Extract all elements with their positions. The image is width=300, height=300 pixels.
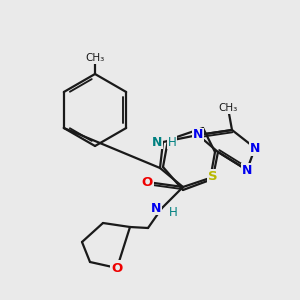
- Text: H: H: [168, 136, 177, 148]
- Text: O: O: [141, 176, 153, 188]
- Text: N: N: [151, 202, 161, 214]
- Text: O: O: [111, 262, 123, 275]
- Text: S: S: [208, 170, 218, 184]
- Text: N: N: [242, 164, 252, 176]
- Text: N: N: [193, 128, 203, 142]
- Text: H: H: [169, 206, 178, 218]
- Text: CH₃: CH₃: [218, 103, 238, 113]
- Text: CH₃: CH₃: [85, 53, 105, 63]
- Text: N: N: [152, 136, 162, 148]
- Text: N: N: [250, 142, 260, 154]
